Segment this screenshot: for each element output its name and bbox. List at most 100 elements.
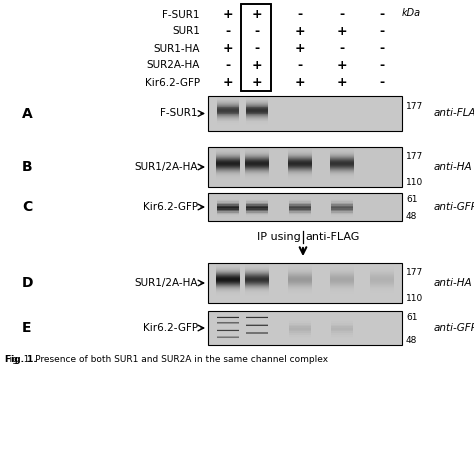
Bar [246, 129, 268, 130]
Bar [217, 203, 239, 204]
Bar [370, 294, 394, 295]
Bar [330, 302, 354, 303]
Bar [245, 171, 269, 172]
Bar [331, 332, 353, 333]
Bar [245, 283, 269, 284]
Bar [289, 318, 311, 319]
Bar [289, 204, 311, 205]
Bar [288, 289, 312, 290]
Bar [330, 163, 354, 164]
Bar [288, 182, 312, 183]
Bar [216, 267, 240, 268]
Bar [331, 218, 353, 219]
Bar [370, 280, 394, 281]
Bar [370, 269, 394, 270]
Bar [246, 210, 268, 211]
Bar [217, 101, 239, 102]
Bar [216, 174, 240, 175]
Bar [370, 266, 394, 267]
Bar [288, 287, 312, 288]
Bar [246, 212, 268, 214]
Bar [331, 325, 353, 326]
Bar [216, 148, 240, 149]
Bar [288, 279, 312, 280]
Bar [370, 293, 394, 294]
Bar [245, 275, 269, 276]
Text: Fig. 1. Presence of both SUR1 and SUR2A in the same channel complex: Fig. 1. Presence of both SUR1 and SUR2A … [5, 355, 328, 364]
Bar [288, 295, 312, 296]
Bar [289, 341, 311, 343]
Bar [217, 214, 239, 215]
Bar [246, 114, 268, 115]
Bar [246, 214, 268, 215]
Bar [370, 282, 394, 283]
Text: 177: 177 [406, 268, 423, 277]
Text: anti-FLAG: anti-FLAG [434, 108, 474, 119]
Bar [331, 204, 353, 205]
Bar [330, 294, 354, 295]
Bar [288, 294, 312, 295]
Bar [288, 180, 312, 181]
Text: +: + [295, 42, 305, 55]
Text: +: + [337, 76, 347, 89]
Bar [370, 278, 394, 279]
Bar [288, 272, 312, 273]
Bar [289, 330, 311, 332]
Bar [245, 266, 269, 267]
Bar [217, 193, 239, 194]
Bar [216, 268, 240, 269]
Text: B: B [22, 160, 33, 174]
Bar [288, 291, 312, 292]
Bar [288, 173, 312, 174]
Bar [216, 271, 240, 272]
Bar [331, 333, 353, 335]
Bar [288, 170, 312, 171]
Bar [330, 276, 354, 277]
Bar [217, 121, 239, 122]
Bar [245, 150, 269, 151]
Bar [289, 210, 311, 211]
Bar [216, 179, 240, 180]
Bar [330, 164, 354, 165]
Bar [331, 323, 353, 325]
Bar [289, 328, 311, 330]
Bar [216, 150, 240, 151]
Bar [216, 177, 240, 178]
Bar [289, 340, 311, 341]
Bar [245, 170, 269, 171]
Bar [289, 326, 311, 328]
Bar [216, 272, 240, 273]
Bar [370, 288, 394, 289]
Bar [216, 155, 240, 156]
Bar [245, 151, 269, 152]
Bar [288, 186, 312, 187]
Bar [216, 266, 240, 267]
Bar [370, 301, 394, 302]
Text: 110: 110 [406, 178, 423, 187]
Bar [331, 343, 353, 345]
Bar [288, 266, 312, 267]
Bar [216, 161, 240, 162]
Bar [288, 273, 312, 274]
Bar [217, 127, 239, 128]
Bar [289, 323, 311, 325]
Text: 61: 61 [406, 195, 418, 204]
Bar [245, 154, 269, 155]
Bar [289, 196, 311, 197]
Bar [288, 302, 312, 303]
Bar [288, 183, 312, 184]
Bar [288, 158, 312, 159]
Bar [245, 178, 269, 179]
Bar [216, 180, 240, 181]
Bar [245, 278, 269, 279]
Bar [330, 181, 354, 182]
Bar [245, 169, 269, 170]
Bar [330, 168, 354, 169]
Bar [331, 211, 353, 212]
Bar [288, 270, 312, 271]
Bar [245, 265, 269, 266]
Bar [288, 165, 312, 166]
Text: 177: 177 [406, 152, 423, 161]
Bar [217, 212, 239, 214]
Bar [246, 218, 268, 219]
